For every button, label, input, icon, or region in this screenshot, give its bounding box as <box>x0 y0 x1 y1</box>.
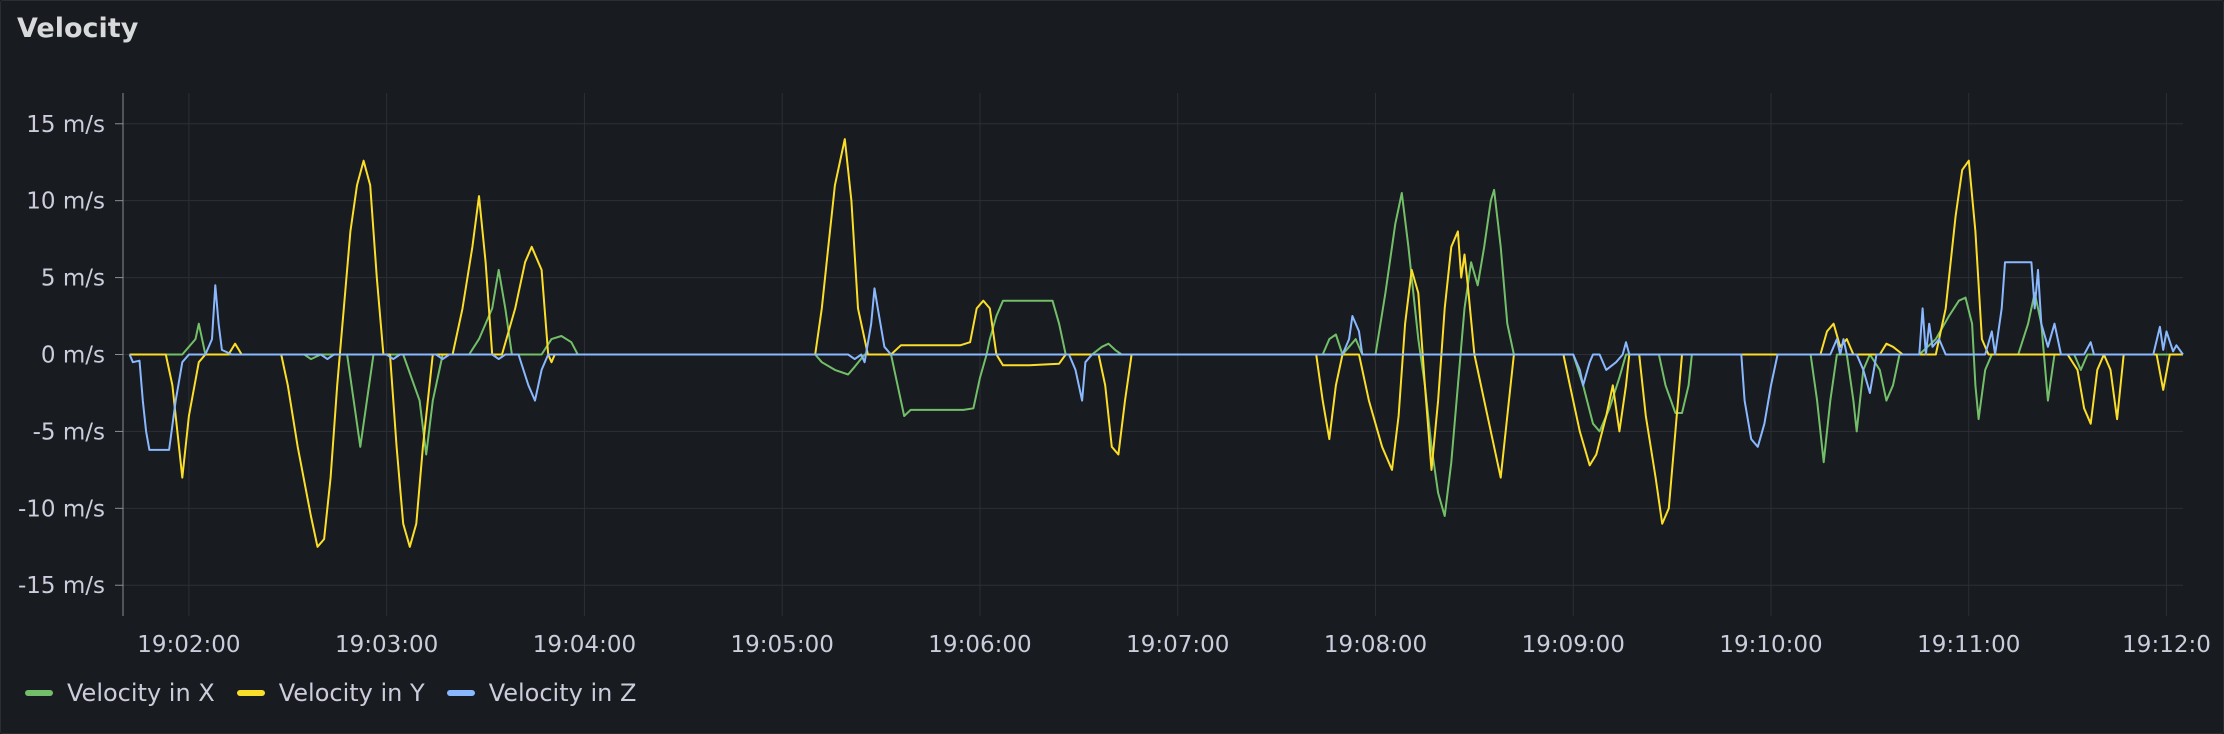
legend: Velocity in X Velocity in Y Velocity in … <box>25 679 658 707</box>
x-tick-label: 19:08:00 <box>1324 632 1427 658</box>
x-tick-label: 19:06:00 <box>928 632 1031 658</box>
legend-label-z: Velocity in Z <box>488 679 637 707</box>
legend-label-y: Velocity in Y <box>278 679 425 707</box>
y-tick-label: 15 m/s <box>26 112 105 138</box>
x-tick-label: 19:02:00 <box>137 632 240 658</box>
legend-item-velocity-z[interactable]: Velocity in Z <box>446 679 637 707</box>
y-tick-label: 5 m/s <box>41 266 105 292</box>
series-line-x <box>129 188 2183 517</box>
x-tick-label: 19:11:00 <box>1917 632 2020 658</box>
series-lines <box>128 138 2184 548</box>
x-tick-label: 19:12:0 <box>2122 632 2211 658</box>
legend-item-velocity-y[interactable]: Velocity in Y <box>236 679 425 707</box>
y-tick-label: -5 m/s <box>33 419 105 445</box>
legend-label-x: Velocity in X <box>67 679 215 707</box>
legend-item-velocity-x[interactable]: Velocity in X <box>25 679 215 707</box>
x-tick-label: 19:05:00 <box>731 632 834 658</box>
legend-swatch-x <box>25 690 53 696</box>
axes: 15 m/s 10 m/s 5 m/s 0 m/s -5 m/s -10 m/s -15 m… <box>18 93 2211 658</box>
legend-swatch-y <box>236 690 265 696</box>
y-tick-label: -10 m/s <box>18 496 105 522</box>
x-tick-label: 19:04:00 <box>533 632 636 658</box>
panel-title: Velocity <box>17 13 139 44</box>
legend-swatch-z <box>446 690 475 696</box>
series-line-z <box>128 261 2184 451</box>
y-tick-label: 10 m/s <box>26 189 105 215</box>
y-tick-label: -15 m/s <box>18 573 105 599</box>
x-tick-label: 19:10:00 <box>1719 632 1822 658</box>
y-tick-label: 0 m/s <box>41 343 105 369</box>
x-tick-label: 19:09:00 <box>1522 632 1625 658</box>
x-tick-label: 19:03:00 <box>335 632 438 658</box>
x-tick-label: 19:07:00 <box>1126 632 1229 658</box>
